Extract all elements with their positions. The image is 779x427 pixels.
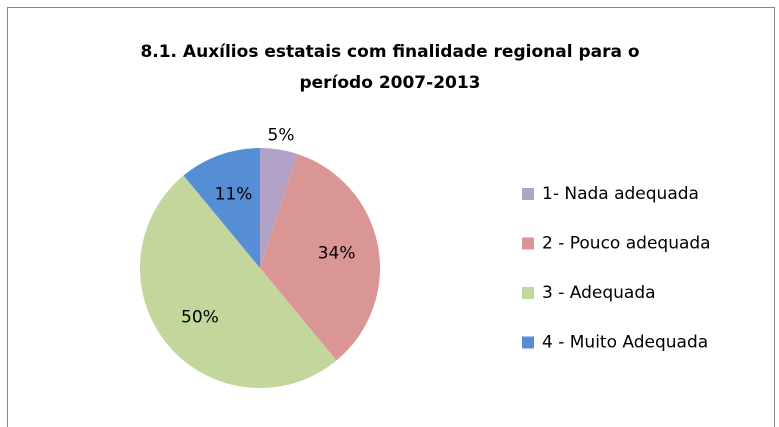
chart-title: período 2007-2013 xyxy=(299,73,480,93)
data-label: 11% xyxy=(215,185,253,205)
legend-swatch xyxy=(522,188,534,200)
legend-label: 4 - Muito Adequada xyxy=(542,333,708,353)
data-label: 34% xyxy=(318,243,356,263)
pie-slice xyxy=(140,175,337,388)
data-label: 50% xyxy=(181,308,219,328)
legend-swatch xyxy=(522,287,534,299)
data-label: 5% xyxy=(268,125,295,145)
chart-title: 8.1. Auxílios estatais com finalidade re… xyxy=(140,42,639,62)
legend-label: 1- Nada adequada xyxy=(542,184,699,204)
chart-frame xyxy=(7,7,775,427)
legend-swatch xyxy=(522,237,534,250)
legend-swatch xyxy=(522,336,534,349)
pie-slice xyxy=(260,153,381,361)
pie-slice xyxy=(183,148,260,268)
legend-label: 2 - Pouco adequada xyxy=(542,234,711,254)
pie-slice xyxy=(260,148,298,268)
legend-label: 3 - Adequada xyxy=(542,283,656,303)
